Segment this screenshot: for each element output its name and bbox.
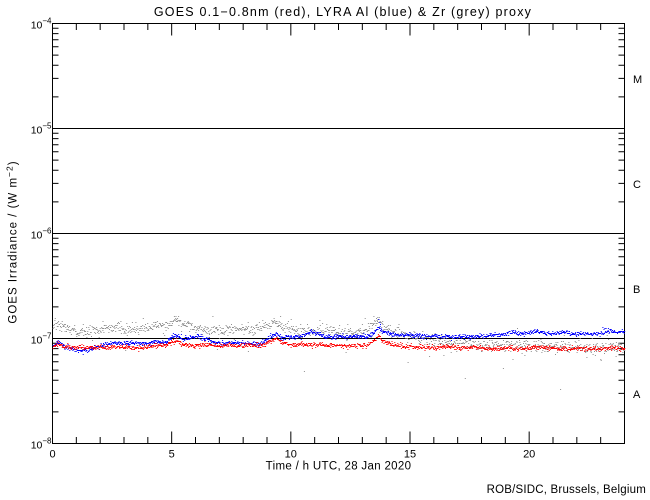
svg-text:M: M [633, 74, 642, 86]
svg-text:20: 20 [523, 449, 535, 461]
svg-text:A: A [633, 389, 641, 401]
svg-text:5: 5 [169, 449, 175, 461]
svg-text:GOES 0.1−0.8nm (red), LYRA Al: GOES 0.1−0.8nm (red), LYRA Al (blue) & Z… [154, 5, 532, 19]
svg-text:15: 15 [404, 449, 416, 461]
svg-text:C: C [633, 179, 641, 191]
svg-text:0: 0 [49, 449, 55, 461]
svg-text:GOES Irradiance / (W m−2): GOES Irradiance / (W m−2) [5, 160, 20, 323]
svg-text:Time / h UTC, 28 Jan 2020: Time / h UTC, 28 Jan 2020 [266, 461, 412, 473]
svg-text:B: B [633, 284, 640, 296]
svg-text:10: 10 [285, 449, 297, 461]
svg-text:ROB/SIDC, Brussels, Belgium: ROB/SIDC, Brussels, Belgium [487, 484, 646, 496]
